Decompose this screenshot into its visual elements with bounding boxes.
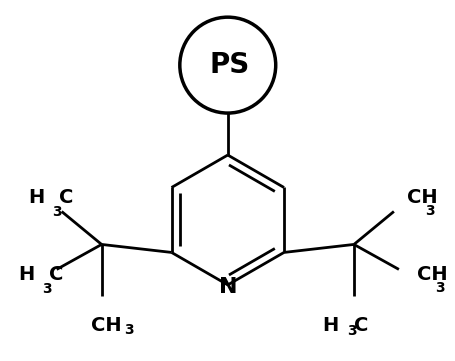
- Text: C: C: [354, 316, 368, 335]
- Text: 3: 3: [42, 282, 51, 296]
- Text: C: C: [49, 265, 63, 284]
- Text: 3: 3: [347, 324, 357, 338]
- Text: CH: CH: [91, 316, 122, 335]
- Text: 3: 3: [125, 323, 134, 338]
- Text: CH: CH: [417, 265, 448, 284]
- Text: H: H: [28, 188, 45, 207]
- Text: 3: 3: [425, 204, 435, 218]
- Text: H: H: [323, 316, 339, 335]
- Text: 3: 3: [52, 205, 61, 219]
- Text: PS: PS: [210, 51, 250, 79]
- Text: C: C: [59, 188, 73, 207]
- Text: CH: CH: [407, 188, 438, 207]
- Text: N: N: [218, 277, 237, 297]
- Text: 3: 3: [435, 282, 445, 295]
- Text: H: H: [18, 265, 35, 284]
